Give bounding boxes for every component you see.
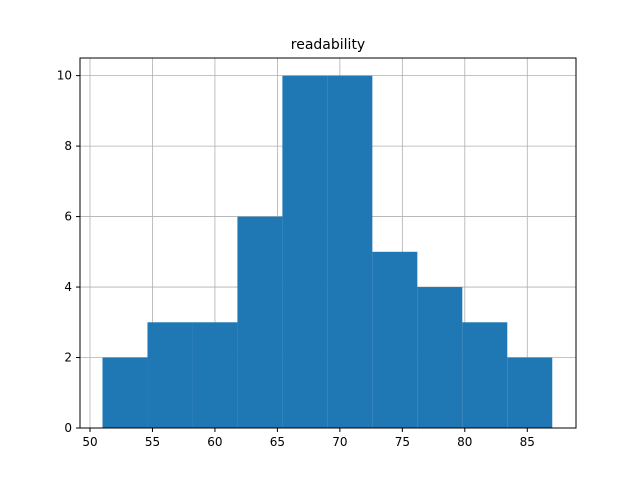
histogram-bar-1 <box>102 357 148 428</box>
histogram-bar-10 <box>507 357 553 428</box>
y-tick-label: 0 <box>64 421 72 435</box>
histogram-bar-4 <box>237 216 283 428</box>
x-tick-label: 65 <box>270 435 285 449</box>
y-tick-label: 2 <box>64 351 72 365</box>
x-tick-label: 80 <box>457 435 472 449</box>
chart-title: readability <box>291 37 365 53</box>
histogram-bar-2 <box>147 322 193 428</box>
histogram-bar-3 <box>192 322 238 428</box>
y-tick-label: 8 <box>64 139 72 153</box>
plot-area-frame <box>79 57 577 429</box>
histogram-bar-6 <box>327 75 373 428</box>
axes-frame <box>79 57 577 429</box>
x-tick-label: 70 <box>332 435 347 449</box>
histogram-bar-7 <box>372 251 418 428</box>
x-axis-ticks: 50 55 60 65 70 75 80 85 <box>82 428 535 449</box>
x-tick-label: 50 <box>82 435 97 449</box>
y-tick-label: 6 <box>64 210 72 224</box>
x-tick-label: 85 <box>520 435 535 449</box>
histogram-bar-8 <box>417 287 463 428</box>
y-tick-label: 10 <box>57 69 72 83</box>
histogram-bar-9 <box>462 322 508 428</box>
x-tick-label: 55 <box>145 435 160 449</box>
y-tick-label: 4 <box>64 280 72 294</box>
x-tick-label: 60 <box>207 435 222 449</box>
x-tick-label: 75 <box>395 435 410 449</box>
y-axis-ticks: 0 2 4 6 8 10 <box>57 69 80 435</box>
histogram-bar-5 <box>282 75 328 428</box>
histogram-bars <box>102 75 553 428</box>
